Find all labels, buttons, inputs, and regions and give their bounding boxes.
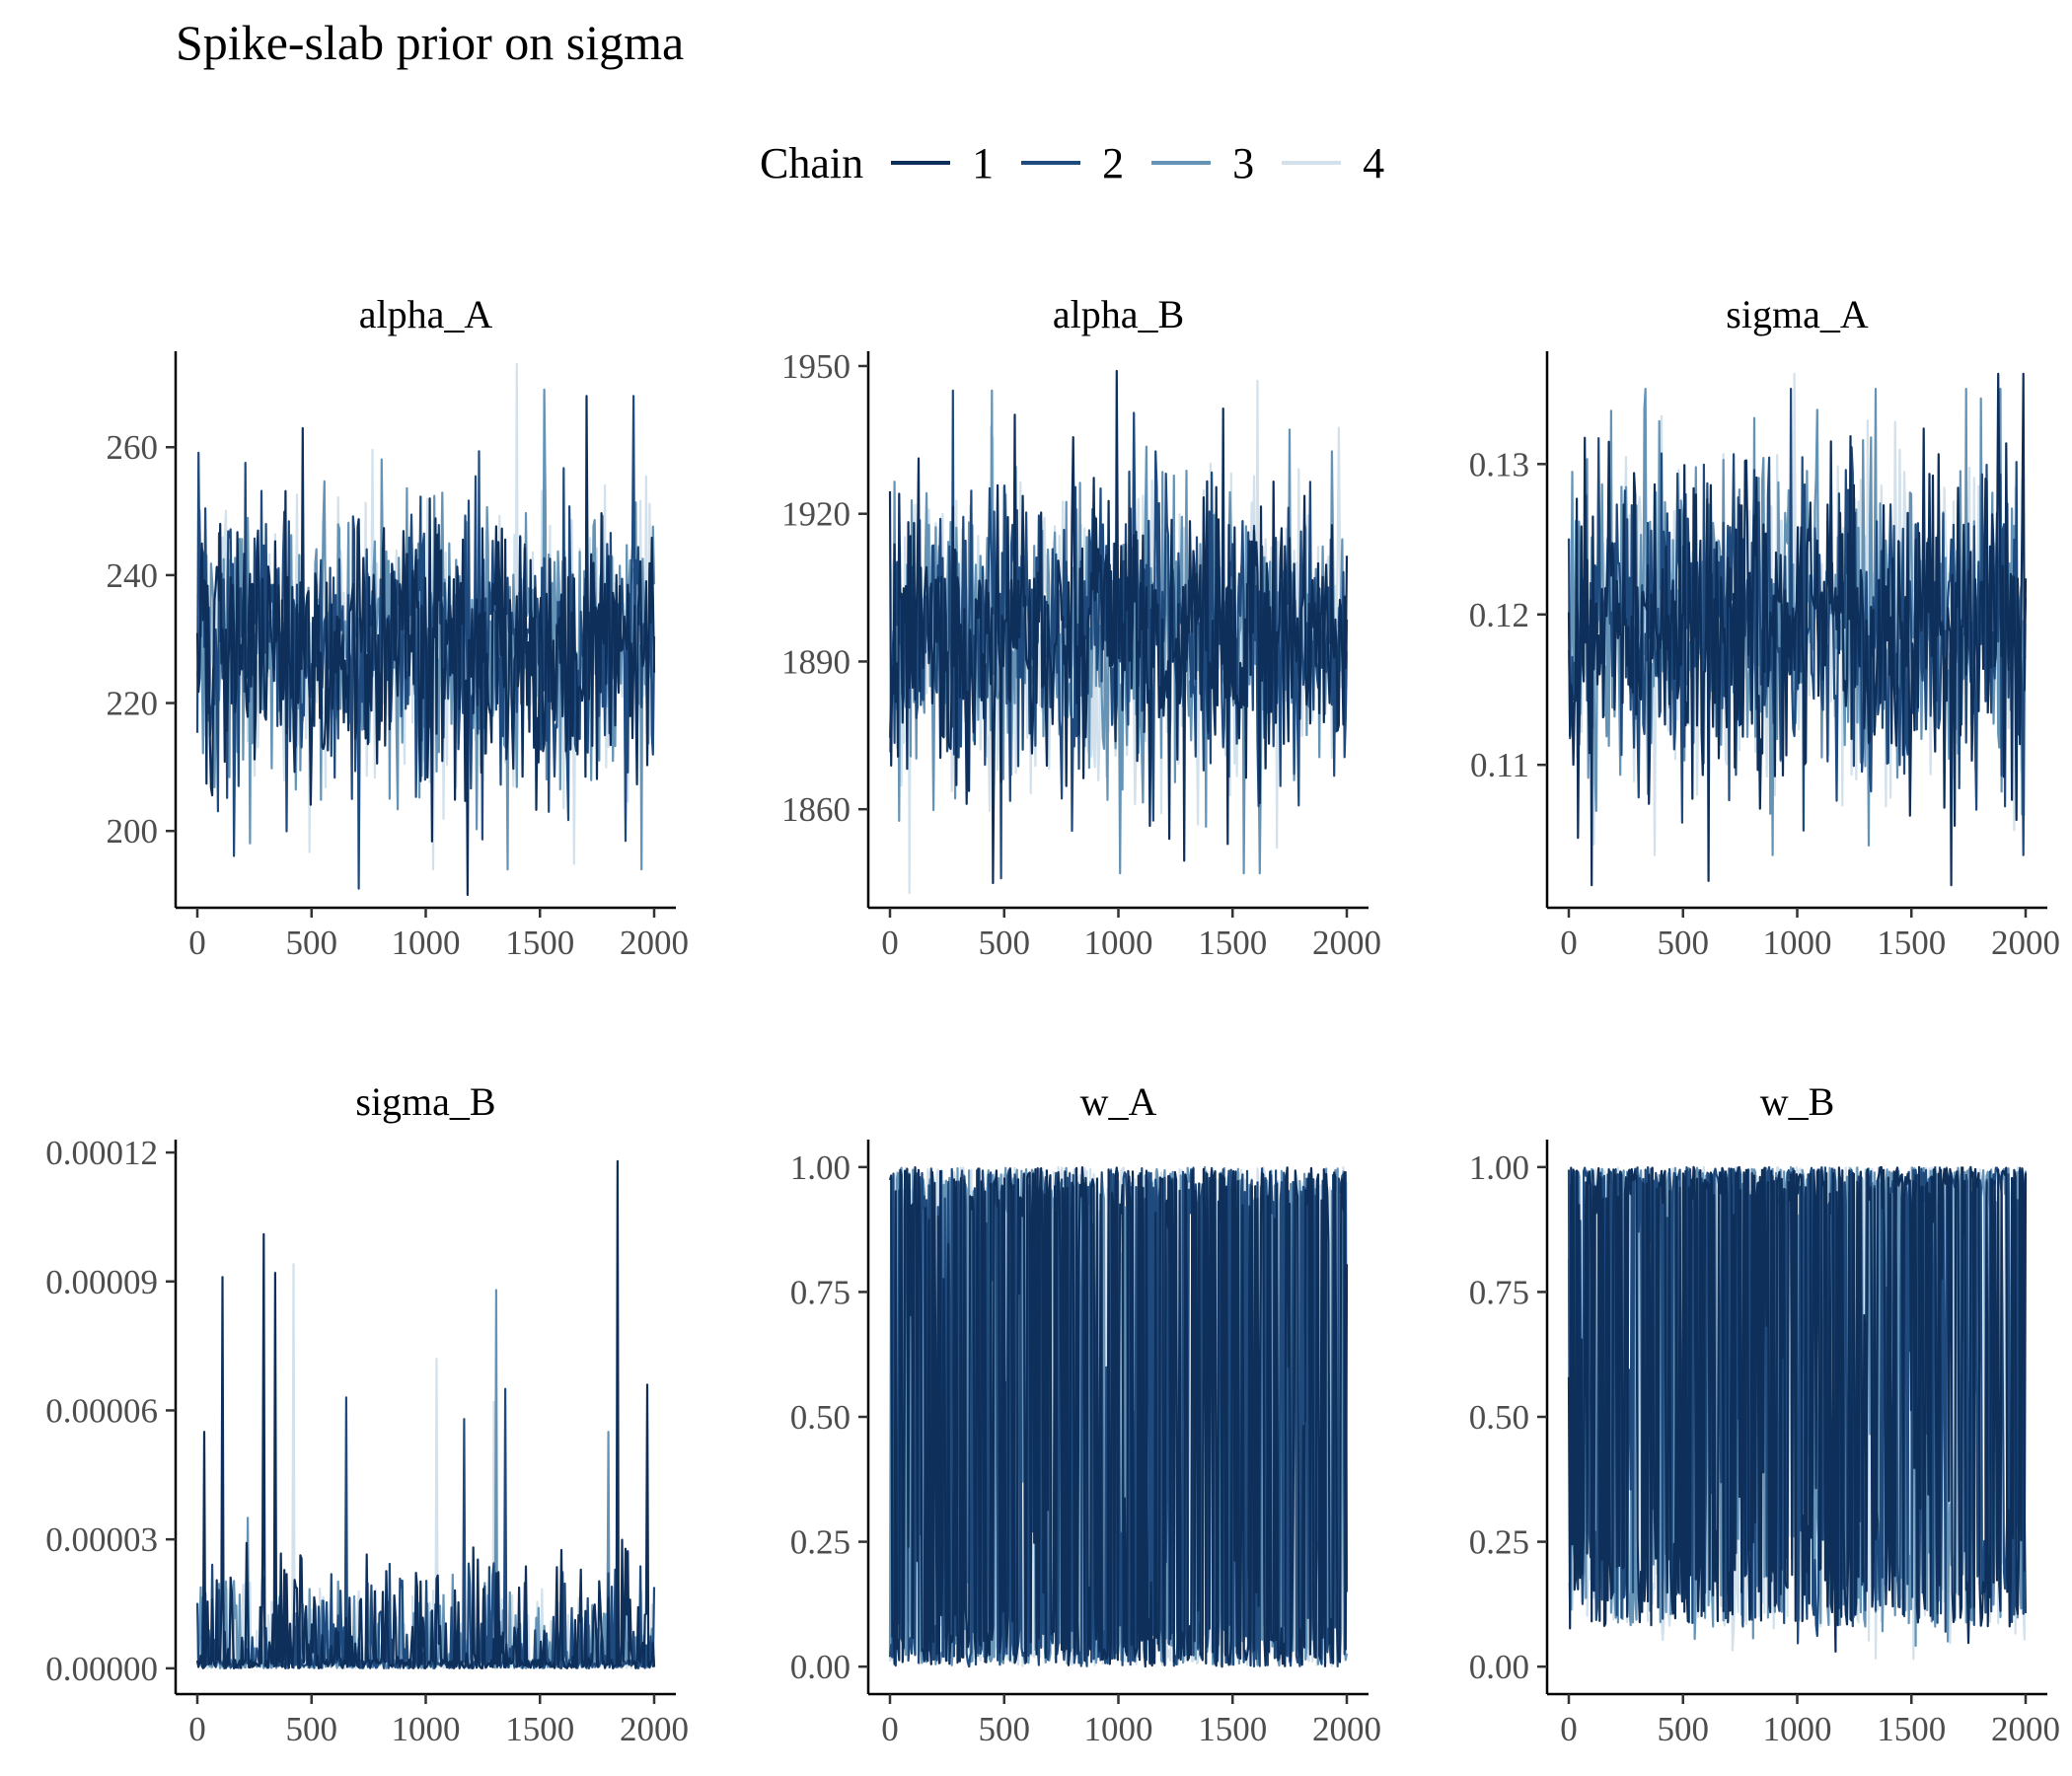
- x-tick-label: 1500: [505, 1710, 574, 1748]
- legend-key-chain-2: [1021, 161, 1081, 165]
- legend-item-chain-3: 3: [1151, 138, 1254, 188]
- panel-title: sigma_B: [355, 1079, 495, 1124]
- x-tick-label: 2000: [1991, 1710, 2060, 1748]
- panel-w-B: w_B 0 500 1000 1500 2000 0.00 0.25 0.50 0.75 1.00: [1469, 1079, 2060, 1748]
- y-tick-label: 0.12: [1469, 596, 1529, 634]
- x-tick-label: 0: [1560, 924, 1578, 962]
- legend-label-chain-2: 2: [1102, 138, 1125, 187]
- y-tick-label: 0.13: [1469, 445, 1529, 483]
- y-tick-label: 0.00: [1469, 1648, 1529, 1686]
- x-tick-label: 1000: [1084, 924, 1153, 962]
- y-tick-label: 0.00012: [45, 1134, 158, 1172]
- x-tick-label: 1000: [1084, 1710, 1153, 1748]
- y-tick-label: 0.00006: [45, 1391, 158, 1430]
- y-tick-label: 1890: [781, 642, 851, 681]
- x-tick-label: 500: [1658, 1710, 1710, 1748]
- y-tick-label: 0.50: [790, 1398, 851, 1437]
- x-tick-label: 2000: [1312, 924, 1381, 962]
- series-line-chain-1: [888, 1166, 1349, 1668]
- x-tick-label: 2000: [620, 924, 689, 962]
- panel-title: alpha_A: [359, 292, 493, 336]
- x-tick-label: 1500: [505, 924, 574, 962]
- legend-key-chain-3: [1151, 161, 1212, 165]
- legend-label-chain-4: 4: [1363, 138, 1385, 187]
- y-tick-label: 0.00: [790, 1648, 851, 1686]
- x-tick-label: 0: [1560, 1710, 1578, 1748]
- y-tick-label: 1920: [781, 495, 851, 534]
- y-tick-label: 0.11: [1470, 746, 1529, 784]
- x-tick-label: 1000: [1763, 1710, 1832, 1748]
- panel-w-A: w_A 0 500 1000 1500 2000 0.00 0.25 0.50 0.75 1.00: [790, 1079, 1381, 1748]
- y-tick-label: 1950: [781, 347, 851, 386]
- y-tick-label: 1860: [781, 790, 851, 829]
- x-tick-label: 2000: [1312, 1710, 1381, 1748]
- x-tick-label: 1000: [392, 924, 461, 962]
- series-line-chain-2: [1567, 388, 2028, 856]
- x-tick-label: 1500: [1877, 924, 1946, 962]
- legend: Chain 1 2 3 4: [760, 133, 1412, 192]
- panel-sigma-B: sigma_B 0 500 1000 1500 2000 0.00000 0.00003 0.0…: [45, 1079, 689, 1748]
- y-tick-label: 0.75: [790, 1273, 851, 1311]
- y-tick-label: 0.00000: [45, 1650, 158, 1688]
- x-tick-label: 0: [188, 1710, 206, 1748]
- legend-item-chain-4: 4: [1282, 138, 1384, 188]
- x-tick-label: 1500: [1877, 1710, 1946, 1748]
- x-tick-label: 1500: [1198, 1710, 1267, 1748]
- page-title: Spike-slab prior on sigma: [176, 15, 685, 70]
- x-tick-label: 2000: [1991, 924, 2060, 962]
- y-tick-label: 0.75: [1469, 1273, 1529, 1311]
- legend-item-chain-1: 1: [891, 138, 994, 188]
- y-tick-label: 220: [107, 685, 159, 723]
- x-tick-label: 1000: [392, 1710, 461, 1748]
- y-tick-label: 260: [107, 428, 159, 467]
- series-line-chain-1: [195, 395, 656, 897]
- x-tick-label: 1500: [1198, 924, 1267, 962]
- legend-label-chain-3: 3: [1232, 138, 1255, 187]
- y-tick-label: 200: [107, 812, 159, 851]
- x-tick-label: 500: [979, 1710, 1031, 1748]
- y-tick-label: 0.00009: [45, 1263, 158, 1301]
- y-tick-label: 1.00: [1469, 1148, 1529, 1187]
- y-tick-label: 0.25: [1469, 1523, 1529, 1562]
- legend-title: Chain: [760, 138, 864, 187]
- panel-alpha-B: alpha_B 0 500 1000 1500 2000 1860 1890 1920 1950: [781, 292, 1381, 962]
- x-tick-label: 0: [188, 924, 206, 962]
- panel-alpha-A: alpha_A 0 500 1000 1500 2000 200 220 240 260: [107, 292, 690, 962]
- y-tick-label: 0.00003: [45, 1520, 158, 1559]
- series-line-chain-1: [1567, 372, 2028, 887]
- x-tick-label: 0: [881, 1710, 899, 1748]
- y-tick-label: 1.00: [790, 1148, 851, 1187]
- y-tick-label: 240: [107, 556, 159, 595]
- x-tick-label: 500: [979, 924, 1031, 962]
- x-tick-label: 2000: [620, 1710, 689, 1748]
- x-tick-label: 0: [881, 924, 899, 962]
- legend-label-chain-1: 1: [972, 138, 995, 187]
- x-tick-label: 500: [1658, 924, 1710, 962]
- series-line-chain-1: [888, 369, 1349, 885]
- x-tick-label: 500: [286, 924, 338, 962]
- panel-sigma-A: sigma_A 0 500 1000 1500 2000 0.11 0.12 0.13: [1469, 292, 2060, 962]
- series-line-chain-1: [1567, 1165, 2028, 1653]
- legend-key-chain-4: [1282, 161, 1342, 165]
- y-tick-label: 0.50: [1469, 1398, 1529, 1437]
- y-tick-label: 0.25: [790, 1523, 851, 1562]
- x-tick-label: 500: [286, 1710, 338, 1748]
- panel-title: alpha_B: [1053, 292, 1184, 336]
- panel-title: w_A: [1080, 1079, 1157, 1124]
- legend-key-chain-1: [891, 161, 951, 165]
- panel-title: w_B: [1760, 1079, 1835, 1124]
- x-tick-label: 1000: [1763, 924, 1832, 962]
- panel-title: sigma_A: [1726, 292, 1869, 336]
- legend-item-chain-2: 2: [1021, 138, 1124, 188]
- series-line-chain-1: [195, 1159, 656, 1669]
